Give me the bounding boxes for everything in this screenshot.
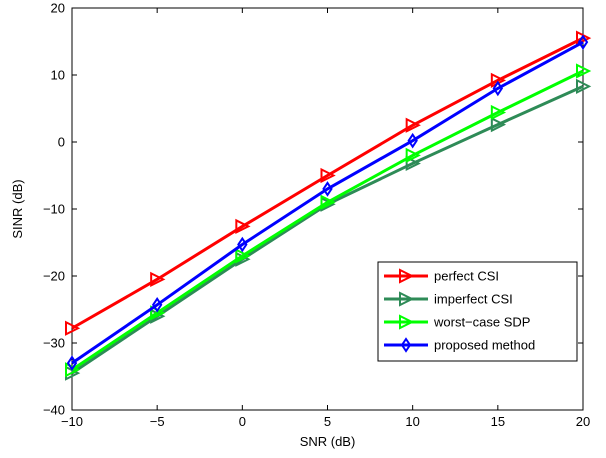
series-3 <box>66 34 589 371</box>
x-tick-label: −10 <box>61 414 83 429</box>
x-tick-label: 0 <box>239 414 246 429</box>
x-tick-label: 15 <box>491 414 505 429</box>
data-point <box>405 155 421 172</box>
legend-item: imperfect CSI <box>384 291 513 307</box>
data-point <box>65 320 81 336</box>
data-point <box>405 117 421 133</box>
legend-item: perfect CSI <box>384 268 499 284</box>
x-tick-label: 20 <box>576 414 590 429</box>
x-axis-label: SNR (dB) <box>300 434 356 449</box>
legend-marker <box>399 291 415 307</box>
y-tick-label: −30 <box>43 336 65 351</box>
legend-label: perfect CSI <box>434 269 499 284</box>
data-point <box>150 271 166 287</box>
data-point <box>322 181 333 197</box>
legend-marker <box>399 268 415 284</box>
series-layer <box>65 30 592 381</box>
y-tick-label: −40 <box>43 403 65 418</box>
data-point <box>576 78 592 95</box>
x-tick-label: −5 <box>150 414 165 429</box>
legend: perfect CSI imperfect CSI worst−case SDP pr… <box>377 261 578 362</box>
legend-label: imperfect CSI <box>434 292 513 307</box>
y-tick-label: 20 <box>51 1 65 16</box>
data-point <box>490 116 507 133</box>
legend-label: proposed method <box>434 338 535 353</box>
axis-tick-labels: −10 −5 0 5 10 15 20 −40 −30 −20 −10 0 10 20 <box>43 1 590 430</box>
y-tick-label: 10 <box>51 68 65 83</box>
data-point <box>235 218 251 235</box>
data-point <box>65 362 81 378</box>
legend-item: proposed method <box>384 337 535 353</box>
series-line <box>71 36 584 330</box>
x-tick-label: 5 <box>324 414 331 429</box>
data-point <box>405 147 421 164</box>
data-point <box>237 236 248 253</box>
data-point <box>235 248 251 264</box>
data-point <box>151 297 163 313</box>
data-point <box>407 132 418 149</box>
series-line <box>71 40 584 365</box>
data-point <box>320 194 336 210</box>
data-point <box>577 34 589 50</box>
series-line <box>71 69 584 372</box>
data-point <box>492 80 504 97</box>
legend-marker <box>399 314 415 330</box>
data-point <box>320 167 336 184</box>
legend-marker <box>400 337 412 353</box>
data-point <box>490 104 507 121</box>
y-axis-label: SINR (dB) <box>10 179 25 238</box>
x-tick-label: 10 <box>405 414 419 429</box>
legend-label: worst−case SDP <box>433 315 530 330</box>
data-point <box>66 355 78 371</box>
axis-ticks <box>71 7 584 411</box>
y-tick-label: −10 <box>43 202 65 217</box>
series-2 <box>65 63 592 378</box>
data-point <box>576 63 592 79</box>
legend-item: worst−case SDP <box>384 314 530 330</box>
y-tick-label: −20 <box>43 269 65 284</box>
y-tick-label: 0 <box>58 135 65 150</box>
